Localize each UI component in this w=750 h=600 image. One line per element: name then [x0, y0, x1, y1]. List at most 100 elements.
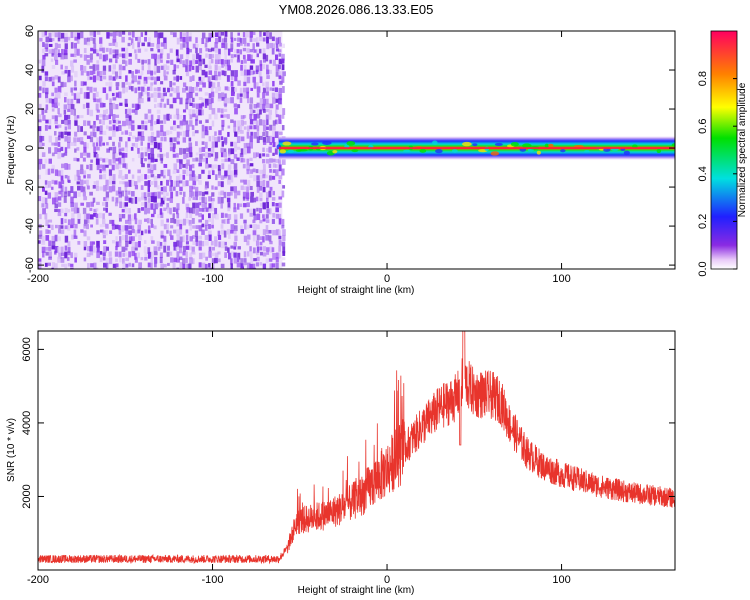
- noise-cell: [211, 252, 215, 257]
- noise-cell: [221, 70, 225, 76]
- noise-cell: [259, 76, 263, 84]
- noise-cell: [153, 141, 158, 149]
- noise-cell: [153, 92, 157, 98]
- noise-cell: [122, 120, 126, 127]
- noise-cell: [89, 53, 93, 60]
- noise-cell: [60, 185, 64, 192]
- noise-cell: [256, 251, 259, 256]
- noise-cell: [211, 135, 215, 141]
- noise-cell: [172, 229, 177, 234]
- noise-cell: [63, 53, 68, 60]
- noise-cell: [220, 212, 224, 218]
- spectrogram-x-ticks: -200 -100 0 100: [27, 31, 571, 285]
- noise-cell: [102, 268, 106, 269]
- noise-cell: [223, 175, 227, 179]
- noise-cell: [240, 130, 244, 134]
- noise-cell: [92, 37, 96, 44]
- noise-cell: [227, 234, 231, 239]
- noise-cell: [95, 114, 99, 121]
- noise-cell: [82, 152, 87, 156]
- noise-cell: [150, 213, 155, 218]
- noise-cell: [198, 240, 202, 246]
- noise-cell: [176, 219, 180, 227]
- noise-cell: [211, 54, 215, 58]
- noise-cell: [253, 208, 256, 216]
- noise-cell: [157, 214, 161, 219]
- noise-cell: [173, 87, 177, 94]
- noise-cell: [95, 91, 99, 98]
- signal-band-spot: [311, 142, 319, 146]
- noise-cell: [96, 126, 100, 132]
- noise-cell: [224, 213, 228, 218]
- noise-cell: [63, 152, 68, 156]
- noise-cell: [102, 109, 107, 117]
- noise-cell: [265, 131, 269, 137]
- noise-cell: [124, 186, 128, 192]
- noise-cell: [111, 164, 115, 171]
- noise-cell: [96, 64, 100, 71]
- noise-cell: [156, 185, 160, 190]
- noise-cell: [45, 47, 49, 52]
- noise-cell: [275, 229, 280, 236]
- noise-cell: [275, 257, 279, 263]
- noise-cell: [234, 229, 237, 235]
- noise-cell: [44, 43, 49, 50]
- noise-cell: [89, 58, 93, 63]
- noise-cell: [262, 141, 267, 145]
- noise-cell: [138, 75, 142, 80]
- noise-cell: [176, 114, 180, 120]
- noise-cell: [256, 131, 260, 136]
- noise-cell: [278, 245, 282, 252]
- noise-cell: [95, 267, 99, 269]
- noise-cell: [268, 163, 272, 169]
- noise-cell: [246, 240, 250, 246]
- noise-cell: [159, 208, 163, 215]
- noise-cell: [272, 130, 276, 137]
- noise-cell: [163, 119, 167, 124]
- noise-cell: [86, 102, 90, 108]
- noise-cell: [82, 157, 86, 162]
- noise-cell: [202, 82, 206, 88]
- noise-cell: [51, 168, 55, 174]
- noise-cell: [89, 191, 93, 196]
- noise-cell: [83, 170, 87, 178]
- noise-cell: [102, 114, 106, 121]
- noise-cell: [269, 103, 274, 109]
- noise-cell: [179, 191, 183, 195]
- noise-cell: [182, 87, 186, 93]
- noise-cell: [256, 186, 260, 193]
- noise-cell: [278, 131, 283, 135]
- noise-cell: [201, 102, 205, 107]
- noise-cell: [103, 185, 107, 192]
- noise-cell: [191, 65, 195, 70]
- noise-cell: [118, 186, 122, 194]
- noise-cell: [140, 257, 144, 261]
- noise-cell: [38, 131, 42, 137]
- noise-cell: [169, 230, 172, 237]
- noise-cell: [256, 86, 261, 93]
- noise-cell: [224, 37, 228, 43]
- noise-cell: [64, 36, 68, 43]
- noise-cell: [223, 219, 227, 224]
- noise-cell: [144, 120, 148, 125]
- noise-cell: [51, 98, 55, 105]
- noise-cell: [240, 185, 244, 191]
- noise-cell: [170, 218, 174, 223]
- noise-cell: [48, 256, 52, 260]
- signal-band-spot: [472, 143, 478, 147]
- noise-cell: [76, 92, 81, 99]
- noise-cell: [118, 174, 122, 179]
- noise-cell: [41, 48, 45, 54]
- noise-cell: [239, 153, 244, 158]
- noise-cell: [118, 169, 123, 176]
- noise-cell: [138, 92, 142, 99]
- noise-cell: [66, 131, 71, 136]
- noise-cell: [274, 54, 279, 61]
- noise-cell: [134, 53, 138, 60]
- noise-cell: [243, 87, 247, 93]
- noise-cell: [160, 235, 165, 239]
- noise-cell: [73, 42, 77, 49]
- noise-cell: [256, 82, 259, 87]
- noise-cell: [147, 202, 151, 210]
- noise-cell: [227, 214, 232, 220]
